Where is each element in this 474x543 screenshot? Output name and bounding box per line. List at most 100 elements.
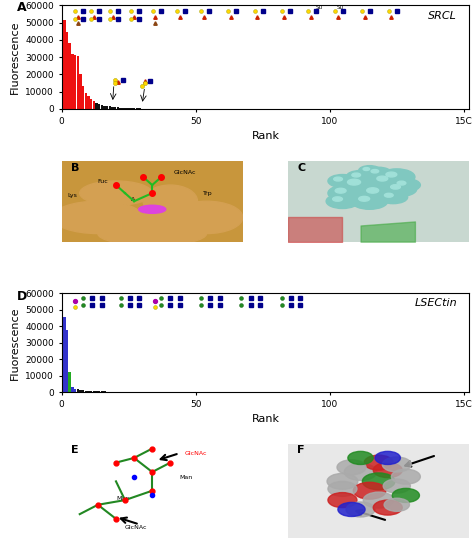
Bar [100, 105, 103, 109]
Circle shape [367, 188, 379, 193]
Circle shape [371, 169, 379, 173]
Bar [128, 108, 130, 109]
Bar [66, 330, 68, 392]
Text: GlcNAc: GlcNAc [185, 451, 207, 456]
Bar [66, 32, 68, 109]
Circle shape [346, 502, 375, 517]
Bar [119, 108, 122, 109]
Bar [68, 43, 71, 109]
Circle shape [384, 182, 417, 197]
Circle shape [364, 455, 393, 470]
Bar [79, 390, 82, 392]
Ellipse shape [143, 185, 198, 217]
Bar [76, 389, 79, 392]
Circle shape [353, 482, 386, 499]
Circle shape [359, 166, 381, 175]
Bar [74, 55, 76, 109]
Text: Man: Man [179, 476, 192, 481]
Circle shape [392, 179, 420, 192]
Circle shape [370, 173, 406, 189]
Text: Trp: Trp [203, 191, 212, 195]
Ellipse shape [98, 222, 207, 245]
Circle shape [377, 176, 388, 181]
Bar [122, 108, 125, 109]
Text: E: E [71, 445, 78, 455]
Circle shape [346, 171, 375, 184]
Text: Su: Su [337, 4, 344, 10]
Text: A: A [130, 197, 135, 202]
X-axis label: Rank: Rank [251, 131, 280, 141]
Text: F: F [297, 445, 305, 455]
Bar [90, 99, 92, 109]
Ellipse shape [116, 213, 189, 238]
Circle shape [386, 172, 397, 177]
Text: B: B [71, 163, 79, 173]
Bar [95, 391, 98, 392]
Circle shape [333, 197, 342, 201]
Bar [95, 104, 98, 109]
Circle shape [379, 191, 408, 204]
Circle shape [352, 173, 361, 177]
Bar [98, 104, 100, 109]
Circle shape [328, 174, 357, 187]
Circle shape [379, 169, 415, 185]
Circle shape [328, 185, 364, 201]
Text: C: C [297, 163, 305, 173]
Bar [114, 107, 117, 109]
Bar [92, 101, 95, 109]
Circle shape [392, 469, 420, 484]
Circle shape [352, 193, 388, 209]
Circle shape [383, 457, 411, 472]
Circle shape [328, 481, 357, 496]
Text: A: A [17, 1, 27, 14]
Bar [76, 56, 79, 109]
Text: GlcNAc: GlcNAc [125, 525, 147, 530]
Circle shape [338, 502, 365, 516]
Text: Gal: Gal [143, 210, 154, 214]
Bar [90, 391, 92, 392]
Text: LSECtin: LSECtin [414, 299, 457, 308]
Bar [71, 54, 73, 109]
Text: Man: Man [116, 496, 129, 501]
Y-axis label: Fluorescence: Fluorescence [9, 21, 20, 94]
Bar [130, 108, 133, 109]
Bar [117, 108, 119, 109]
Bar [82, 390, 84, 392]
Bar [133, 108, 135, 109]
Circle shape [366, 167, 392, 179]
Bar [84, 93, 87, 109]
Text: GlcNAc: GlcNAc [174, 171, 196, 175]
Bar [103, 105, 106, 109]
Bar [87, 391, 90, 392]
Bar [82, 86, 84, 109]
Circle shape [334, 177, 342, 181]
Circle shape [397, 181, 406, 185]
Ellipse shape [138, 205, 166, 213]
Circle shape [328, 493, 357, 508]
Bar [111, 107, 114, 109]
Circle shape [359, 184, 399, 202]
Circle shape [384, 193, 393, 197]
Bar [125, 108, 127, 109]
Circle shape [339, 175, 383, 195]
Bar [63, 20, 65, 109]
Bar [68, 371, 71, 392]
Text: D: D [17, 289, 27, 302]
Text: Su: Su [316, 4, 323, 10]
Circle shape [344, 464, 377, 481]
Text: Lys: Lys [67, 193, 77, 198]
Ellipse shape [170, 201, 243, 233]
Circle shape [375, 451, 401, 464]
Circle shape [373, 500, 402, 515]
Bar [79, 74, 82, 109]
Circle shape [384, 498, 410, 512]
Circle shape [337, 460, 366, 475]
Bar [288, 213, 469, 242]
Circle shape [348, 451, 373, 464]
Bar [74, 389, 76, 392]
Bar [109, 106, 111, 109]
Circle shape [392, 488, 419, 502]
Ellipse shape [80, 181, 152, 205]
Bar [71, 387, 73, 392]
Circle shape [383, 479, 410, 493]
